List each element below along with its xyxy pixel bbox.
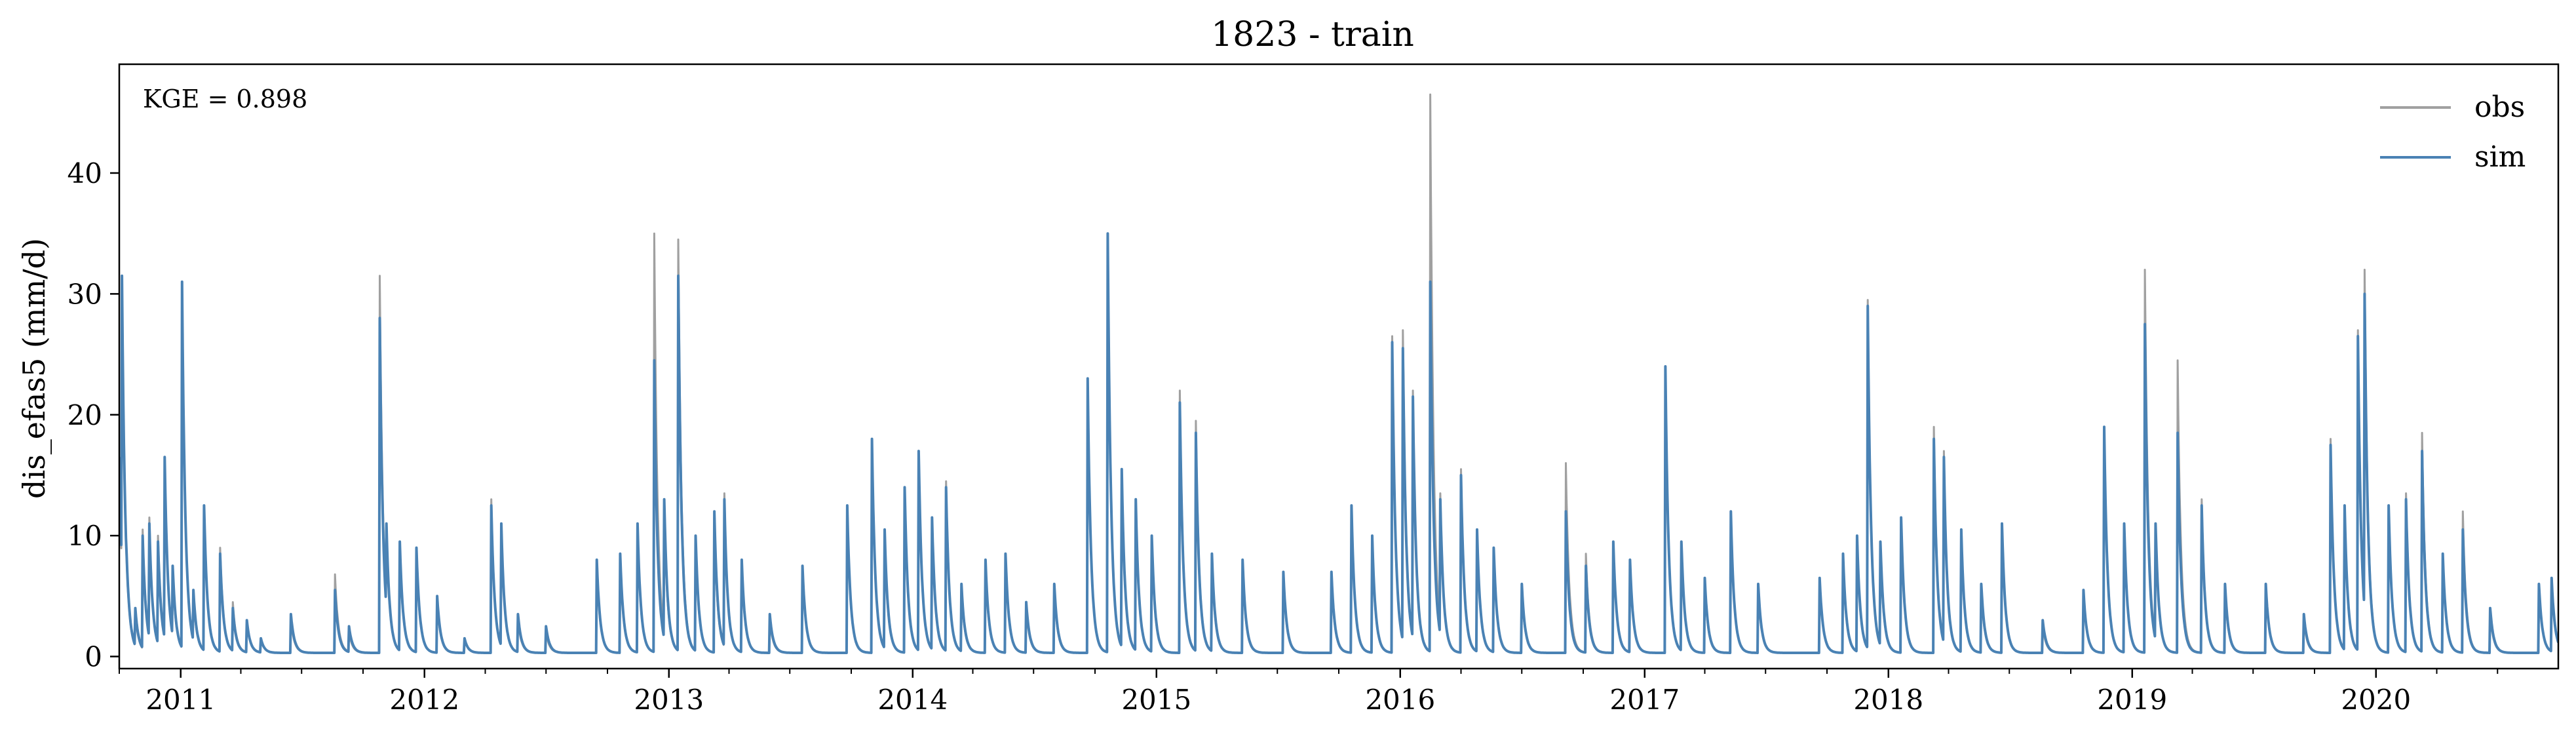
- y-tick-label: 0: [85, 641, 102, 673]
- x-tick-label: 2016: [1365, 684, 1435, 716]
- chart-title: 1823 - train: [1211, 15, 1414, 54]
- y-tick-label: 10: [67, 520, 102, 552]
- x-axis: 2011 2012 2013 2014 2015 2016 2017 2018 2019 2020: [119, 669, 2499, 716]
- x-tick-label: 2019: [2097, 684, 2167, 716]
- x-tick-label: 2020: [2341, 684, 2411, 716]
- series-line-obs: [119, 93, 2558, 654]
- y-tick-label: 20: [67, 399, 102, 431]
- series-layer: [119, 93, 2558, 654]
- x-tick-label: 2015: [1121, 684, 1191, 716]
- x-tick-label: 2013: [634, 684, 704, 716]
- x-tick-label: 2012: [389, 684, 459, 716]
- x-tick-label: 2011: [145, 684, 216, 716]
- y-tick-label: 30: [67, 278, 102, 310]
- y-axis-label: dis_efas5 (mm/d): [16, 238, 52, 499]
- series-line-sim: [119, 232, 2558, 654]
- legend-sim-label: sim: [2474, 140, 2526, 174]
- kge-annotation: KGE = 0.898: [143, 85, 307, 113]
- plot-frame: [118, 63, 2560, 670]
- x-tick-label: 2017: [1609, 684, 1680, 716]
- y-tick-label: 40: [67, 157, 102, 189]
- legend-obs-label: obs: [2474, 90, 2525, 124]
- legend: obs sim: [2380, 90, 2526, 174]
- x-tick-label: 2014: [877, 684, 948, 716]
- x-tick-label: 2018: [1853, 684, 1923, 716]
- y-axis: 0 10 20 30 40: [67, 157, 119, 673]
